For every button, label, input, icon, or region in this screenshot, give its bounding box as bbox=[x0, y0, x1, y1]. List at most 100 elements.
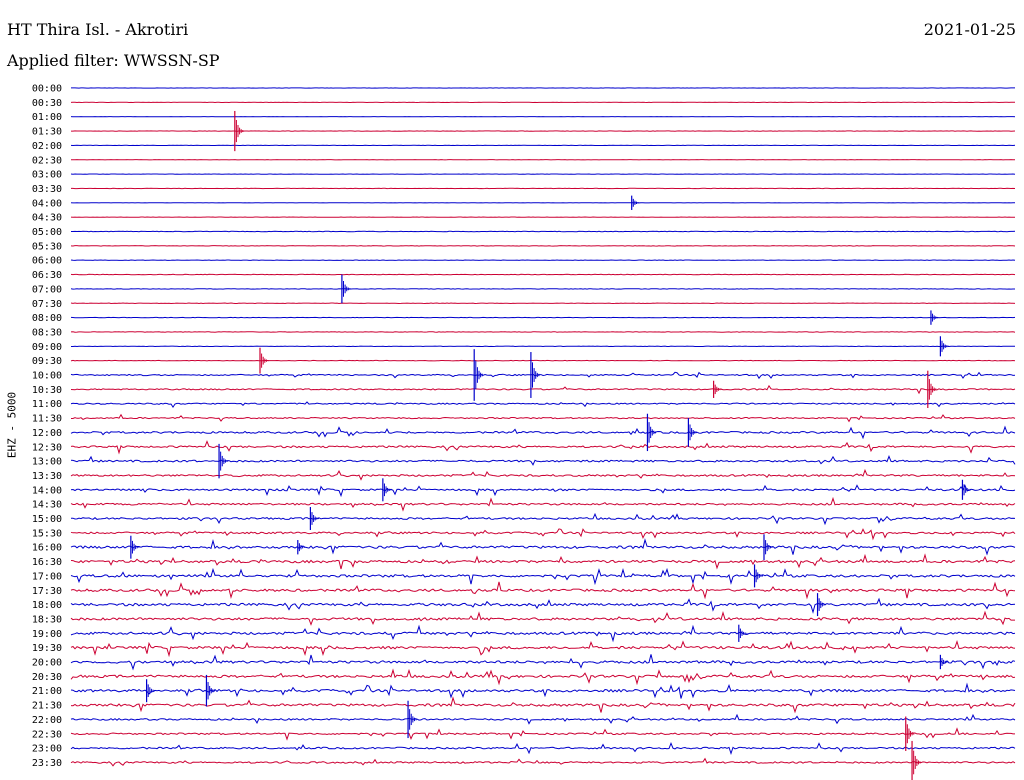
event-24 bbox=[205, 674, 215, 707]
row-label-0500: 05:00 bbox=[32, 227, 62, 238]
row-label-2330: 23:30 bbox=[32, 758, 62, 769]
event-15 bbox=[309, 507, 319, 530]
trace-row-1700 bbox=[70, 567, 1016, 586]
row-label-0900: 09:00 bbox=[32, 342, 62, 353]
row-label-2130: 21:30 bbox=[32, 701, 62, 712]
trace-row-2130 bbox=[70, 696, 1016, 714]
event-13 bbox=[382, 478, 392, 502]
trace-row-1200 bbox=[70, 425, 1016, 440]
trace-row-0930 bbox=[70, 359, 1016, 362]
event-23 bbox=[146, 679, 156, 703]
row-label-1130: 11:30 bbox=[32, 414, 62, 425]
trace-row-1730 bbox=[70, 581, 1016, 600]
trace-row-1630 bbox=[70, 553, 1016, 570]
event-17 bbox=[297, 540, 307, 555]
trace-row-1430 bbox=[70, 496, 1016, 512]
row-label-0530: 05:30 bbox=[32, 241, 62, 252]
station-title: HT Thira Isl. - Akrotiri bbox=[7, 20, 189, 39]
trace-row-2000 bbox=[70, 654, 1016, 671]
row-label-1800: 18:00 bbox=[32, 600, 62, 611]
row-label-1530: 15:30 bbox=[32, 528, 62, 539]
trace-row-1030 bbox=[70, 384, 1016, 395]
row-label-1900: 19:00 bbox=[32, 629, 62, 640]
row-label-0000: 00:00 bbox=[32, 84, 62, 95]
event-27 bbox=[911, 740, 921, 780]
row-label-0430: 04:30 bbox=[32, 213, 62, 224]
event-4 bbox=[939, 336, 949, 357]
trace-row-1930 bbox=[70, 639, 1016, 658]
event-6 bbox=[473, 349, 483, 401]
trace-row-1900 bbox=[70, 624, 1016, 643]
row-label-0030: 00:30 bbox=[32, 98, 62, 109]
event-22 bbox=[939, 654, 949, 670]
event-16 bbox=[130, 535, 140, 559]
row-label-2000: 20:00 bbox=[32, 658, 62, 669]
row-label-0600: 06:00 bbox=[32, 256, 62, 267]
row-label-2230: 22:30 bbox=[32, 729, 62, 740]
trace-row-1800 bbox=[70, 597, 1016, 614]
trace-row-2100 bbox=[70, 682, 1016, 699]
row-label-1430: 14:30 bbox=[32, 500, 62, 511]
trace-row-2330 bbox=[70, 757, 1016, 767]
event-7 bbox=[530, 352, 540, 398]
row-label-0830: 08:30 bbox=[32, 327, 62, 338]
row-label-1630: 16:30 bbox=[32, 557, 62, 568]
row-label-1200: 12:00 bbox=[32, 428, 62, 439]
row-label-1100: 11:00 bbox=[32, 399, 62, 410]
row-label-2030: 20:30 bbox=[32, 672, 62, 683]
event-20 bbox=[816, 593, 827, 617]
trace-row-2200 bbox=[70, 713, 1016, 725]
trace-row-1530 bbox=[70, 528, 1016, 541]
row-label-0100: 01:00 bbox=[32, 112, 62, 123]
trace-row-1400 bbox=[70, 484, 1016, 498]
trace-row-1000 bbox=[70, 371, 1016, 380]
seismic-events bbox=[130, 110, 971, 780]
trace-row-1100 bbox=[70, 401, 1016, 409]
seismic-traces bbox=[70, 87, 1016, 767]
row-label-0930: 09:30 bbox=[32, 356, 62, 367]
row-label-0330: 03:30 bbox=[32, 184, 62, 195]
row-label-1230: 12:30 bbox=[32, 442, 62, 453]
trace-row-2230 bbox=[70, 727, 1015, 741]
trace-row-1230 bbox=[70, 440, 1016, 455]
trace-row-0830 bbox=[70, 331, 1016, 333]
row-label-2300: 23:00 bbox=[32, 744, 62, 755]
row-label-0300: 03:00 bbox=[32, 170, 62, 181]
row-label-1300: 13:00 bbox=[32, 457, 62, 468]
trace-row-2300 bbox=[70, 741, 1016, 755]
row-label-0730: 07:30 bbox=[32, 299, 62, 310]
event-18 bbox=[763, 534, 773, 561]
event-25 bbox=[407, 700, 417, 739]
row-label-1730: 17:30 bbox=[32, 586, 62, 597]
event-10 bbox=[687, 418, 697, 447]
event-14 bbox=[961, 479, 971, 500]
row-label-1330: 13:30 bbox=[32, 471, 62, 482]
row-label-2100: 21:00 bbox=[32, 686, 62, 697]
row-label-0800: 08:00 bbox=[32, 313, 62, 324]
event-3 bbox=[930, 310, 940, 325]
row-time-labels: 00:00 00:30 01:00 01:30 02:00 02:30 03:00 03:30… bbox=[32, 84, 62, 769]
row-label-2200: 22:00 bbox=[32, 715, 62, 726]
trace-row-0530 bbox=[70, 245, 1016, 247]
row-label-1500: 15:00 bbox=[32, 514, 62, 525]
row-label-1930: 19:30 bbox=[32, 643, 62, 654]
row-label-1830: 18:30 bbox=[32, 614, 62, 625]
row-label-1000: 10:00 bbox=[32, 371, 62, 382]
trace-row-1130 bbox=[71, 413, 1016, 423]
trace-row-1830 bbox=[70, 610, 1015, 626]
event-9 bbox=[927, 370, 937, 409]
row-label-1400: 14:00 bbox=[32, 485, 62, 496]
event-26 bbox=[905, 716, 915, 751]
row-label-0700: 07:00 bbox=[32, 284, 62, 295]
row-label-1700: 17:00 bbox=[32, 571, 62, 582]
row-label-0400: 04:00 bbox=[32, 198, 62, 209]
event-8 bbox=[712, 380, 723, 398]
trace-row-0630 bbox=[70, 273, 1016, 276]
trace-row-1300 bbox=[70, 455, 1016, 466]
trace-row-1330 bbox=[70, 468, 1016, 481]
event-21 bbox=[738, 624, 748, 642]
record-date: 2021-01-25 bbox=[923, 20, 1016, 39]
trace-row-1500 bbox=[71, 512, 1016, 526]
row-label-1030: 10:30 bbox=[32, 385, 62, 396]
